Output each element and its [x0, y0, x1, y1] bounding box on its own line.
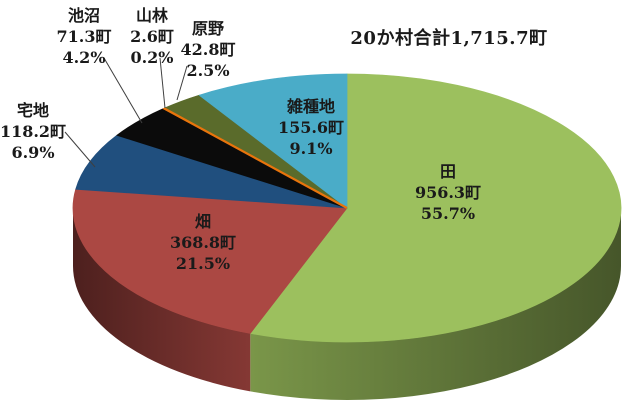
leader-line-chisho — [103, 57, 143, 124]
category-percent: 9.1% — [289, 139, 333, 158]
leader-lines — [64, 57, 188, 168]
leader-line-takuchi — [64, 131, 96, 168]
category-amount: 2.6町 — [130, 27, 174, 46]
category-percent: 0.2% — [130, 48, 174, 67]
category-amount: 42.8町 — [180, 40, 236, 59]
pie-side-畑 — [73, 208, 251, 392]
category-amount: 956.3町 — [414, 183, 482, 202]
pie-sliver-山林 — [163, 107, 348, 209]
category-name: 田 — [439, 162, 457, 181]
category-percent: 55.7% — [420, 204, 476, 223]
data-label-genya: 原野 42.8町 2.5% — [181, 18, 236, 81]
category-percent: 4.2% — [62, 48, 106, 67]
category-name: 雑種地 — [286, 97, 336, 116]
category-percent: 6.9% — [11, 143, 55, 162]
pie-side-田 — [250, 208, 622, 400]
category-name: 池沼 — [67, 6, 101, 25]
leader-line-genya — [176, 65, 188, 101]
category-percent: 21.5% — [175, 254, 231, 273]
category-name: 山林 — [135, 6, 168, 25]
data-label-sanrin: 山林 2.6町 0.2% — [130, 5, 174, 68]
category-amount: 71.3町 — [56, 27, 112, 46]
pie-top-faces — [72, 73, 622, 343]
data-label-zasshuchi: 雑種地 155.6町 9.1% — [278, 96, 344, 159]
category-name: 原野 — [191, 19, 225, 38]
category-amount: 368.8町 — [169, 233, 237, 252]
pie-slice-畑 — [72, 188, 348, 334]
category-name: 宅地 — [16, 101, 50, 120]
category-amount: 155.6町 — [277, 118, 345, 137]
pie-slice-雑種地 — [198, 73, 348, 209]
category-name: 畑 — [194, 212, 212, 231]
data-label-ta: 田 956.3町 55.7% — [415, 161, 481, 224]
data-label-takuchi: 宅地 118.2町 6.9% — [0, 100, 66, 163]
category-amount: 118.2町 — [0, 122, 67, 141]
pie-slice-田 — [249, 73, 622, 343]
chart-title: 20か村合計1,715.7町 — [350, 28, 548, 49]
data-label-chisho: 池沼 71.3町 4.2% — [57, 5, 112, 68]
pie-side-faces — [73, 208, 622, 400]
data-label-hatake: 畑 368.8町 21.5% — [170, 211, 236, 274]
category-percent: 2.5% — [186, 61, 230, 80]
leader-line-sanrin — [159, 57, 166, 109]
